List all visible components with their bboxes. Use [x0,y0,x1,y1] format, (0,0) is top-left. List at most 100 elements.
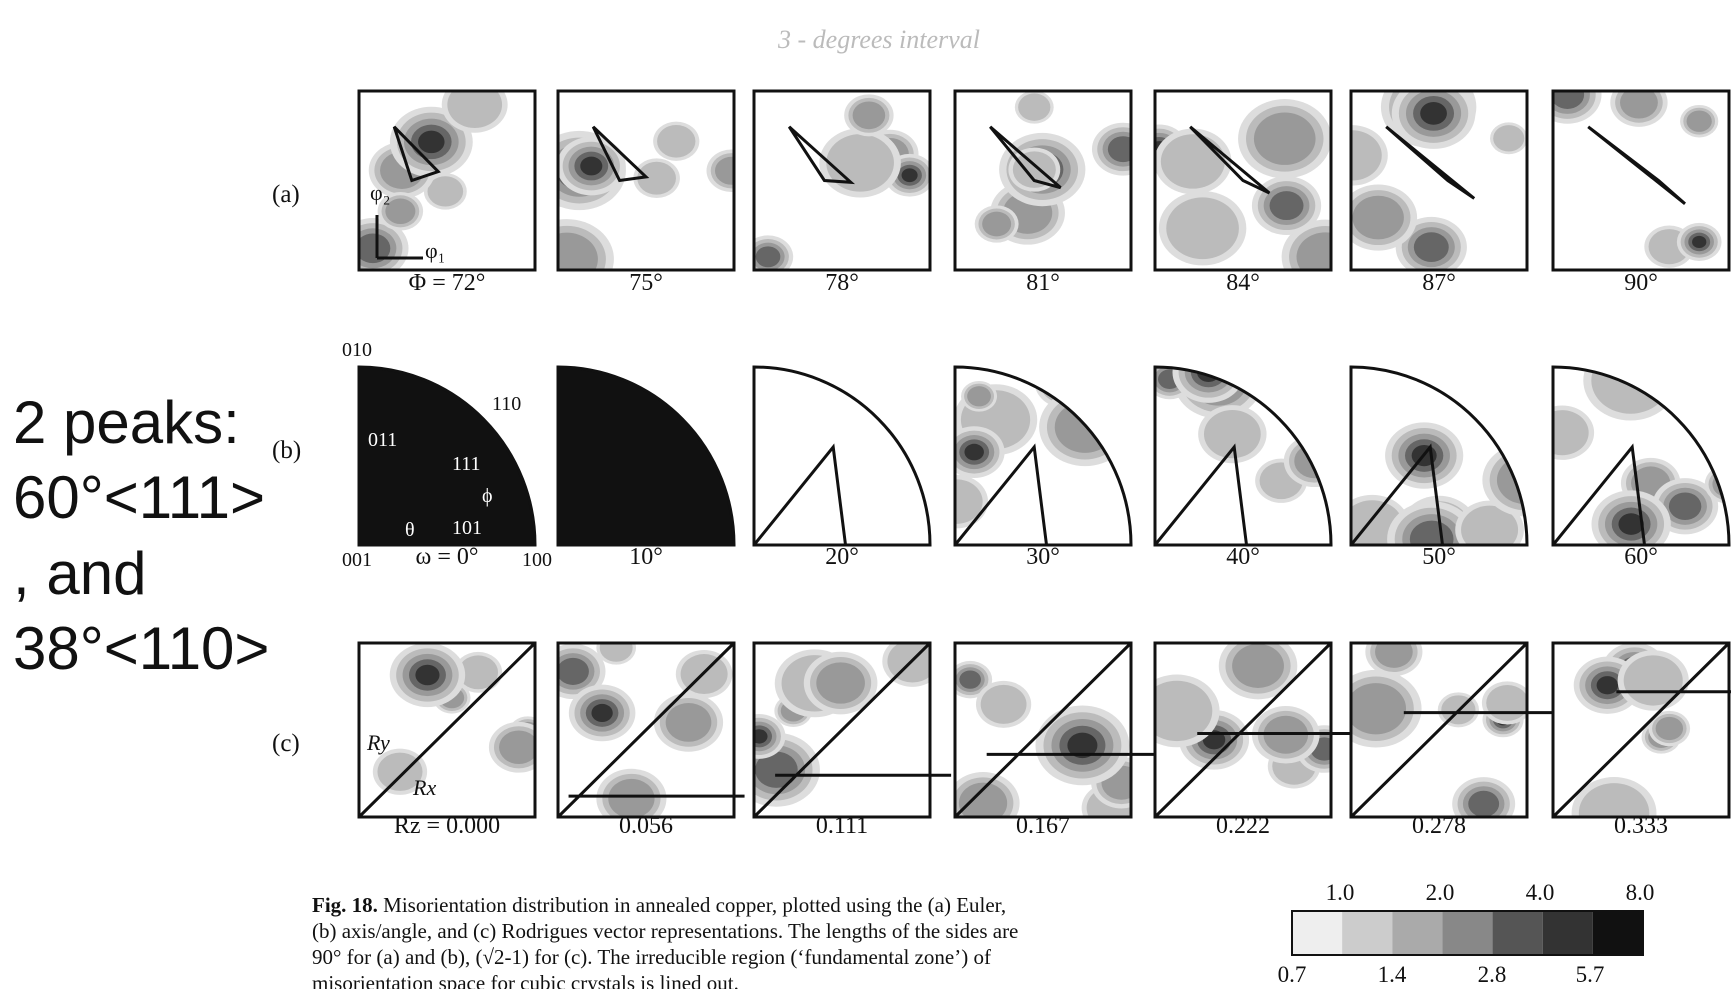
panel-bg [1553,91,1729,270]
legend-label: 1.0 [1326,880,1355,905]
direction-label: 011 [368,429,397,451]
direction-label: 101 [452,517,482,539]
density-blob [499,730,535,765]
panel-label: ω = 0° [416,544,479,570]
density-blob [982,211,1012,237]
panel-border [953,365,1133,547]
legend-border [1291,910,1644,956]
density-blob [1655,716,1684,741]
panel [955,91,1131,270]
axis-arrow [375,215,423,260]
panel [359,91,535,270]
density-blob [447,91,503,128]
density-blob [1067,732,1098,759]
panel [1553,367,1729,545]
panel-label: 0.056 [619,813,673,839]
zone-outline [1349,443,1445,546]
legend-swatch [1592,911,1643,955]
panel-label: 84° [1226,270,1260,296]
direction-label: 010 [342,339,372,361]
zone-outline [1153,641,1374,819]
zone-outline [1551,641,1731,819]
zone-outline [1189,125,1271,195]
panel-border [1153,365,1333,547]
density-blob [901,168,918,183]
density-blob [415,664,440,686]
panel-border [1551,365,1731,547]
zone-outline [392,125,441,183]
density-blob [599,643,633,662]
panel-label: 0.333 [1614,813,1668,839]
density-blob [458,655,499,690]
density-blob [1413,232,1449,262]
panel-label: 0.111 [816,813,868,839]
panel-border [556,89,736,272]
panel-label: 75° [629,270,663,296]
density-blob [1160,134,1225,189]
panel [1351,91,1527,270]
density-blob [377,752,423,791]
density-blob [852,101,886,130]
density-blob [665,702,712,742]
direction-label: θ [405,519,415,541]
panel-bg [558,367,734,545]
density-blob [1039,367,1090,404]
density-blob [608,778,655,817]
density-blob [1409,520,1454,545]
density-blob [1486,684,1527,721]
direction-label: 111 [452,453,481,475]
legend-label: 2.0 [1426,880,1455,905]
panel-border [1153,641,1333,819]
zone-outline [1551,443,1647,546]
density-blob [1351,683,1407,735]
side-note: , and [13,540,146,607]
legend-swatch [1292,911,1343,955]
density-blob [1155,680,1213,742]
panel-label: 81° [1026,270,1060,296]
panel-border [1551,89,1731,272]
panel-label: Φ = 72° [409,270,486,296]
density-blob [755,246,781,268]
axis-label: φ₁ [425,238,445,263]
zone-outline [953,443,1049,546]
density-blob [1018,93,1051,121]
panel-border [1153,89,1333,272]
panel-bg [754,367,930,545]
density-blob [1420,102,1447,125]
side-note: 2 peaks: [13,389,240,456]
panel-label: 20° [825,544,859,570]
density-blob [980,684,1027,724]
density-blob [967,386,991,407]
panel [359,367,535,545]
density-blob [427,176,464,207]
handwritten-note: 3 - degrees interval [777,25,980,54]
density-blob [1620,91,1658,119]
panel-label: 50° [1422,544,1456,570]
caption-text: 90° for (a) and (b), (√2-1) for (c). The… [312,945,991,969]
density-blob [657,124,696,158]
zone-outline [591,125,650,183]
density-blob [1050,369,1080,395]
panel [558,643,734,817]
row-label: (c) [272,730,300,757]
side-note: 38°<110> [13,615,269,682]
density-blob [1034,367,1095,408]
row-label: (a) [272,181,300,208]
legend-swatch [1392,911,1443,955]
legend-swatch [1542,911,1593,955]
density-blob [826,134,894,192]
density-blob [359,233,391,264]
density-blob [755,751,798,788]
caption-text: (b) axis/angle, and (c) Rodrigues vector… [312,919,1018,943]
panel-label: 10° [629,544,663,570]
panel-border [1349,89,1529,272]
zone-outline [357,641,537,819]
panel [1155,367,1331,545]
density-blob [1166,197,1239,260]
direction-label: ϕ [482,485,493,507]
density-blob [1553,91,1585,109]
panel [1155,91,1331,270]
zone-outline [1349,641,1580,819]
zone-outline [752,641,952,819]
